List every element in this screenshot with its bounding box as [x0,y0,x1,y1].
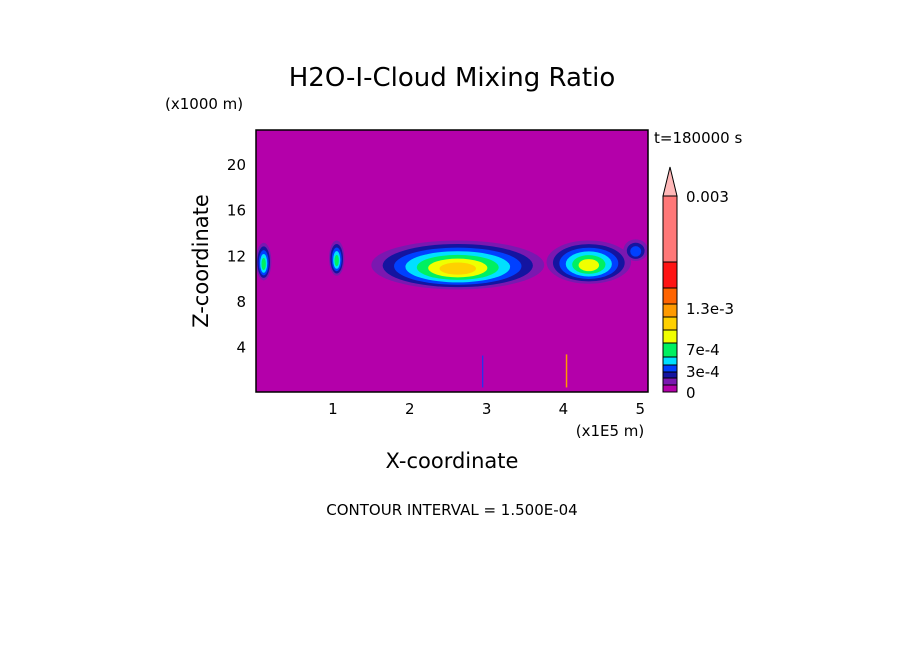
y-unit-label: (x1000 m) [165,95,243,113]
colorbar-band [662,384,678,393]
contour-field [256,130,648,392]
colorbar-label: 3e-4 [686,363,720,381]
y-tick-label: 12 [227,247,246,265]
x-axis-label: X-coordinate [386,449,519,473]
colorbar-extension-triangle [662,166,678,197]
y-axis-label: Z-coordinate [189,194,213,328]
colorbar-band [662,316,678,331]
colorbar-label: 0.003 [686,188,729,206]
colorbar-band [662,356,678,366]
x-ticks: 1 2 3 4 5 [328,400,645,418]
colorbar-band [662,261,678,289]
cloud-cell-2-level-7 [439,262,476,275]
cloud-cell-0-level-5 [261,257,266,271]
colorbar-band [662,371,678,379]
x-tick-label: 3 [482,400,492,418]
colorbar-band [662,303,678,318]
colorbar: 0 3e-4 7e-4 1.3e-3 0.003 [662,166,734,402]
x-tick-label: 2 [405,400,415,418]
colorbar-label: 1.3e-3 [686,300,734,318]
colorbar-band [662,287,678,305]
colorbar-band [662,342,678,358]
y-tick-label: 16 [227,202,246,220]
x-tick-label: 1 [328,400,338,418]
y-tick-label: 20 [227,156,246,174]
x-tick-label: 4 [559,400,569,418]
x-tick-label: 5 [636,400,646,418]
cloud-cell-1-level-5 [334,254,339,267]
colorbar-band [662,195,678,263]
colorbar-band [662,377,678,386]
chart-title: H2O-I-Cloud Mixing Ratio [289,63,616,93]
contour-interval-label: CONTOUR INTERVAL = 1.500E-04 [326,501,577,519]
colorbar-band [662,364,678,373]
y-tick-label: 8 [236,293,246,311]
y-ticks: 4 8 12 16 20 [227,156,246,356]
x-unit-label: (x1E5 m) [576,422,645,440]
colorbar-label: 7e-4 [686,341,720,359]
y-tick-label: 4 [236,338,246,356]
plot-frame [255,129,649,393]
colorbar-label: 0 [686,384,696,402]
cloud-cell-3-level-6 [578,259,600,272]
time-label: t=180000 s [654,129,742,147]
colorbar-band [662,329,678,344]
cloud-cell-4-level-3 [630,246,642,257]
